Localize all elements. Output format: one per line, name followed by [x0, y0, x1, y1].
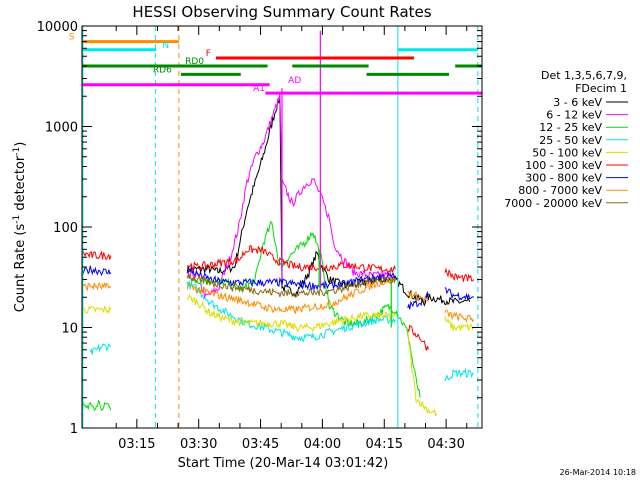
- legend-entry-label: 100 - 300 keV: [525, 159, 602, 172]
- series-layer: [81, 93, 475, 418]
- legend-entry-50-100-kev: 50 - 100 keV: [532, 146, 628, 159]
- flag-ad: AD: [82, 76, 301, 87]
- series-line: [186, 279, 396, 342]
- flag-label: S: [69, 33, 75, 43]
- series-line: [444, 309, 475, 324]
- render-timestamp: 26-Mar-2014 10:18: [560, 468, 637, 477]
- series-line: [89, 342, 112, 355]
- legend-entry-label: 50 - 100 keV: [532, 146, 602, 159]
- legend-entry-100-300-kev: 100 - 300 keV: [525, 159, 628, 172]
- series-line: [186, 272, 396, 298]
- flag-f: F: [206, 49, 414, 60]
- y-axis-label-end: ): [13, 142, 28, 147]
- legend-entry-label: 800 - 7000 keV: [518, 184, 602, 197]
- y-tick-label: 10000: [37, 20, 78, 35]
- y-axis-label: Count Rate (s-1 detector-1): [12, 142, 28, 313]
- y-tick-label: 10: [61, 322, 78, 337]
- series-50-100-kev: [81, 293, 475, 418]
- legend-entry-label: 3 - 6 keV: [553, 96, 602, 109]
- series-3-6-kev: [186, 97, 471, 307]
- y-axis-label-sup1: -1: [12, 215, 22, 224]
- y-axis-label-mid: detector: [13, 155, 28, 215]
- y-axis-label-main: Count Rate (s: [13, 224, 28, 313]
- series-line: [187, 245, 396, 275]
- legend-header-1: Det 1,3,5,6,7,9,: [541, 69, 627, 82]
- x-tick-label: 03:30: [180, 437, 217, 452]
- series-line: [407, 324, 429, 351]
- x-tick-label: 04:30: [427, 437, 464, 452]
- flag-n: N: [82, 41, 478, 52]
- series-line: [407, 290, 429, 304]
- series-line: [186, 293, 396, 333]
- legend-entry-12-25-kev: 12 - 25 keV: [539, 121, 628, 134]
- legend-entry-label: 12 - 25 keV: [539, 121, 602, 134]
- x-axis-label: Start Time (20-Mar-14 03:01:42): [178, 456, 389, 471]
- x-axis: 03:15 03:30 03:45 04:00 04:15 04:30: [115, 26, 468, 452]
- series-800-7000-kev: [81, 276, 475, 324]
- legend-entry-300-800-kev: 300 - 800 keV: [525, 172, 628, 185]
- series-line: [186, 93, 396, 298]
- series-7000-20000-kev: [186, 272, 396, 298]
- series-line: [444, 316, 475, 331]
- series-line: [186, 276, 396, 315]
- series-line: [186, 268, 396, 291]
- flag-label: A1: [253, 84, 265, 94]
- y-axis-label-sup2: -1: [12, 147, 22, 156]
- legend-entry-800-7000-kev: 800 - 7000 keV: [518, 184, 628, 197]
- series-12-25-kev: [81, 221, 421, 412]
- legend-entry-label: 7000 - 20000 keV: [504, 197, 602, 210]
- y-tick-label: 1: [70, 422, 78, 437]
- y-tick-label: 100: [53, 221, 78, 236]
- flag-a1: A1: [253, 84, 482, 95]
- series-line: [444, 267, 475, 282]
- legend-entry-label: 25 - 50 keV: [539, 134, 602, 147]
- series-line: [444, 367, 474, 382]
- flag-rd6: RD6: [153, 65, 450, 76]
- x-tick-label: 04:15: [366, 437, 403, 452]
- legend-entry-25-50-kev: 25 - 50 keV: [539, 134, 628, 147]
- y-axis: 1 10 100 1000 10000: [37, 20, 482, 437]
- x-tick-label: 04:00: [304, 437, 341, 452]
- x-tick-label: 03:45: [242, 437, 279, 452]
- series-line: [81, 265, 112, 277]
- x-tick-label: 03:15: [118, 437, 155, 452]
- spike-layer: [281, 30, 392, 328]
- series-300-800-kev: [81, 265, 474, 310]
- flag-label: AD: [288, 76, 301, 86]
- series-line: [407, 328, 438, 418]
- legend-entry-label: 6 - 12 keV: [546, 109, 602, 122]
- y-tick-label: 1000: [45, 121, 78, 136]
- series-line: [81, 304, 112, 315]
- legend-entry-7000-20000-kev: 7000 - 20000 keV: [504, 197, 628, 210]
- flag-label: RD6: [153, 65, 172, 75]
- flag-label: N: [162, 41, 169, 51]
- legend-entry-6-12-kev: 6 - 12 keV: [546, 109, 628, 122]
- legend-entry-label: 300 - 800 keV: [525, 172, 602, 185]
- flag-label: RD0: [185, 57, 204, 67]
- series-100-300-kev: [81, 245, 475, 351]
- series-line: [444, 286, 474, 301]
- flag-label: F: [206, 49, 211, 59]
- series-line: [81, 281, 112, 293]
- legend-entry-3-6-kev: 3 - 6 keV: [553, 96, 628, 109]
- flag-s: S: [69, 33, 179, 44]
- series-line: [81, 399, 112, 412]
- series-line: [186, 97, 471, 307]
- legend-header-2: FDecim 1: [575, 82, 627, 95]
- series-6-12-kev: [186, 93, 396, 298]
- series-line: [81, 249, 112, 260]
- chart-title: HESSI Observing Summary Count Rates: [132, 3, 431, 21]
- series-line: [186, 221, 421, 398]
- series-25-50-kev: [89, 279, 474, 382]
